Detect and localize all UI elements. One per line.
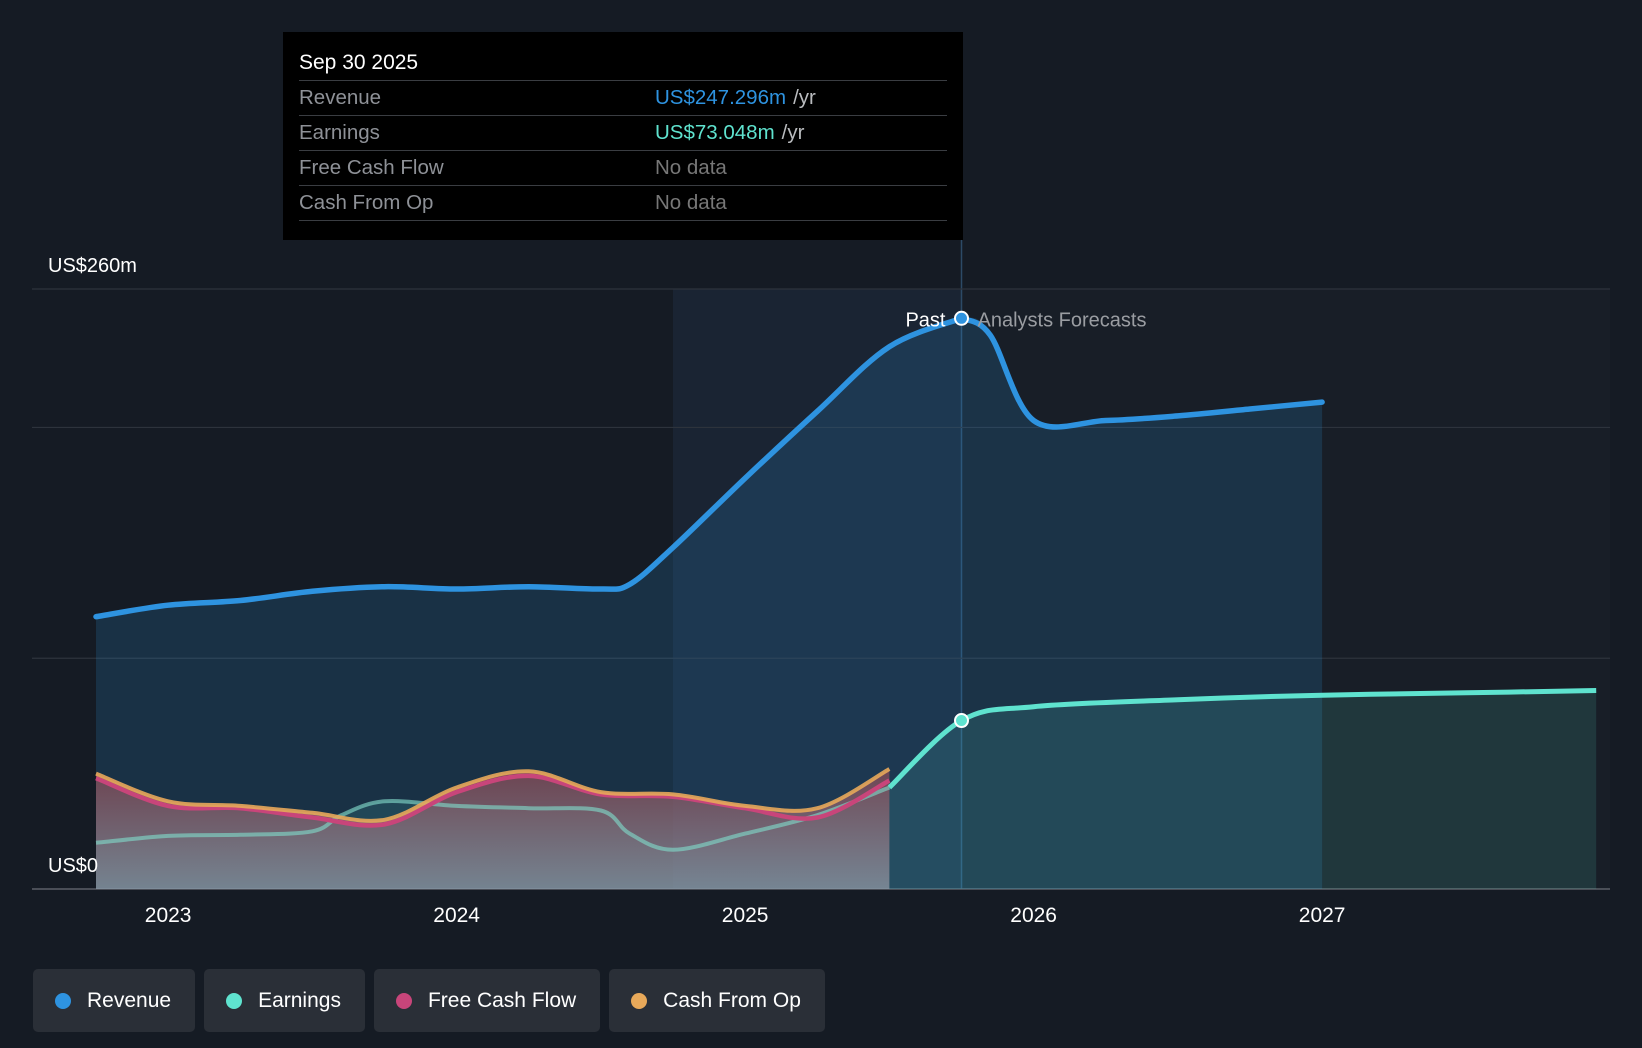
tooltip-unit: /yr	[781, 121, 805, 144]
free-cash-flow-dot-icon	[395, 992, 412, 1009]
tooltip-value: US$73.048m	[655, 121, 775, 144]
tooltip: Sep 30 2025 Revenue US$247.296m /yr Earn…	[283, 32, 963, 240]
tooltip-label: Free Cash Flow	[299, 156, 444, 179]
revenue-forecast-line	[958, 315, 1325, 430]
past-label: Past	[905, 309, 945, 331]
legend-item-earnings[interactable]: Earnings	[204, 969, 365, 1032]
x-tick-label: 2026	[1010, 904, 1057, 927]
tooltip-label: Cash From Op	[299, 191, 434, 214]
tooltip-label: Earnings	[299, 121, 380, 144]
tooltip-label: Revenue	[299, 86, 382, 109]
x-tick-label: 2027	[1299, 904, 1346, 927]
x-tick-label: 2025	[722, 904, 769, 927]
earnings-dot-icon	[226, 992, 243, 1009]
tooltip-value: US$247.296m	[655, 86, 787, 109]
x-tick-label: 2024	[433, 904, 480, 927]
legend-item-cash-from-op[interactable]: Cash From Op	[609, 969, 825, 1032]
cash-from-op-line	[95, 767, 891, 823]
x-tick-label: 2023	[145, 904, 192, 927]
forecast-band	[961, 289, 1610, 889]
revenue-marker	[956, 312, 967, 324]
tooltip-row-revenue: Revenue US$247.296m /yr	[299, 80, 947, 115]
earnings-marker	[956, 715, 967, 727]
legend-label: Revenue	[87, 988, 172, 1012]
y-axis-label-top: US$260m	[48, 255, 137, 277]
free-cash-flow-line	[95, 773, 891, 828]
tooltip-row-cash-from-op: Cash From Op No data	[299, 185, 947, 221]
revenue-dot-icon	[55, 992, 71, 1009]
revenue-area	[96, 317, 1323, 889]
forecast-label: Analysts Forecasts	[978, 309, 1147, 331]
legend-label: Earnings	[258, 988, 341, 1012]
tooltip-unit: /yr	[793, 86, 816, 109]
tooltip-value: No data	[655, 191, 727, 214]
cash-from-op-dot-icon	[631, 992, 648, 1009]
y-axis-label-bottom: US$0	[48, 855, 98, 877]
tooltip-value: No data	[655, 156, 727, 179]
tooltip-row-earnings: Earnings US$73.048m /yr	[299, 115, 947, 150]
legend-item-revenue[interactable]: Revenue	[33, 969, 196, 1032]
legend-item-free-cash-flow[interactable]: Free Cash Flow	[373, 969, 601, 1032]
earnings-past-line	[95, 785, 891, 852]
legend: Revenue Earnings Free Cash Flow Cash Fro…	[33, 969, 834, 1032]
past-highlight-band	[673, 289, 962, 889]
revenue-line	[93, 315, 965, 620]
legend-label: Free Cash Flow	[427, 988, 577, 1012]
tooltip-row-free-cash-flow: Free Cash Flow No data	[299, 150, 947, 185]
legend-label: Cash From Op	[663, 988, 801, 1012]
tooltip-date: Sep 30 2025	[299, 51, 419, 74]
